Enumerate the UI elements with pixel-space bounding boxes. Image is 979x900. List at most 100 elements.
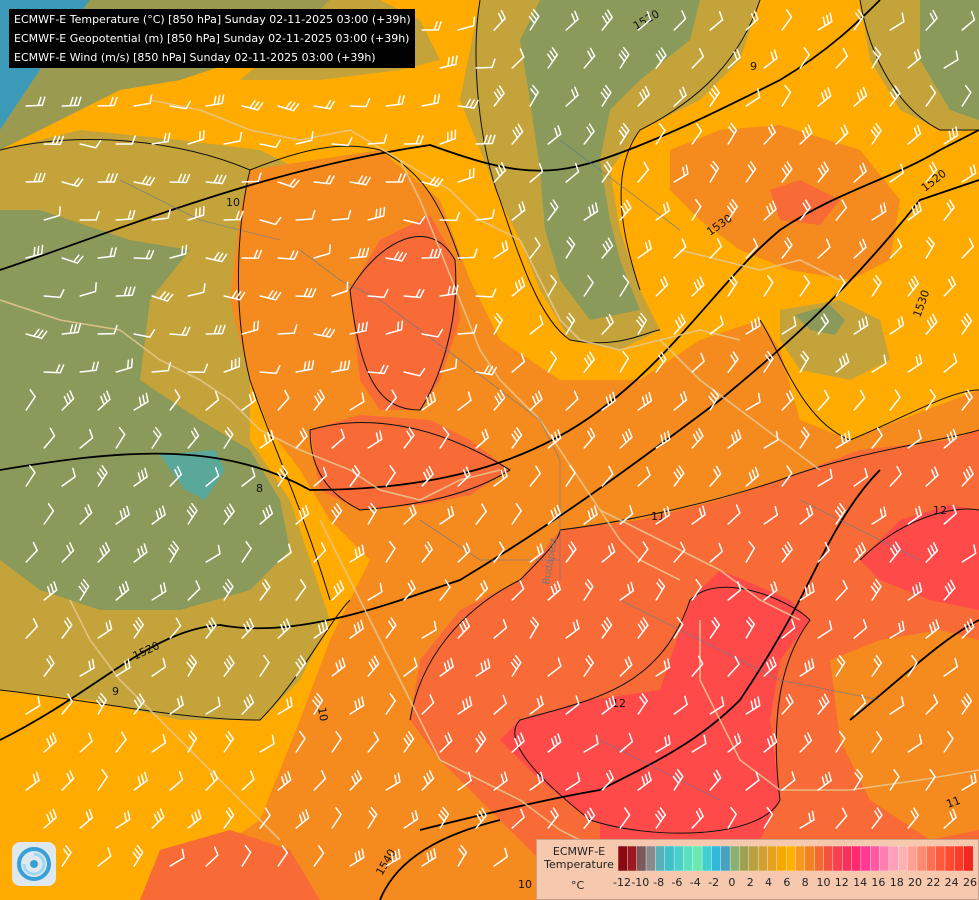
wind-barb [43,581,58,601]
wind-barb [673,541,686,563]
wind-barb [115,731,127,753]
wind-barb [763,806,774,829]
wind-barb [745,540,756,563]
legend-swatch [963,846,973,871]
wind-barb [223,426,234,449]
wind-barb [799,810,815,829]
wind-barb [313,845,325,867]
wind-barb [511,808,525,829]
wind-barb [367,288,389,299]
legend-tick-label: -12 [613,876,631,889]
wind-barb [349,175,372,186]
wind-barb [727,429,742,449]
wind-barb [61,177,84,187]
wind-barb [601,695,616,715]
contour-label: 10 [518,878,532,891]
red-orange-zone-central [350,215,460,410]
wind-barb [403,427,415,449]
wind-barb [853,542,867,563]
wind-barb [745,88,761,107]
wind-barb [97,173,118,183]
wind-barb [295,427,308,449]
wind-barb [295,287,317,298]
wind-barb [943,428,958,449]
wind-barb [421,541,433,563]
wind-barb [277,324,298,335]
legend-swatch [870,846,881,871]
wind-barb [870,122,882,145]
wind-barb [691,579,702,601]
wind-barb [529,84,540,107]
wind-barb [205,544,221,563]
wind-barb [727,351,739,373]
wind-barb [835,430,851,449]
wind-barb [547,429,562,449]
wind-barb [835,807,848,829]
wind-barb [223,807,235,829]
wind-barb [673,391,688,411]
wind-barb [132,844,144,867]
wind-barb [151,733,167,753]
wind-barb [871,731,883,753]
wind-barb [673,465,685,487]
wind-barb [97,324,118,335]
wind-barb [439,55,458,69]
wind-barb [493,847,508,867]
legend-tick-label: -4 [689,876,701,889]
wind-barb [565,236,576,259]
wind-barb [871,202,887,221]
wind-barb [583,123,595,145]
legend-tick-label: -10 [631,876,650,889]
wind-barb [834,502,846,525]
wind-barb [925,161,938,183]
wind-barb [853,162,867,183]
wind-barb [97,620,113,639]
teal-zone-west [160,450,225,500]
wind-barb [61,323,82,335]
wind-barb [115,505,130,525]
wind-barb [601,9,613,31]
wind-barb [187,363,209,373]
contour-label: 11 [651,510,665,523]
wind-barb [511,427,523,449]
wind-barb [672,768,684,791]
wind-barb [385,848,401,867]
wind-barb [817,12,833,31]
legend-swatch [851,846,862,871]
wind-barbs [25,8,977,867]
wind-barb [547,125,562,145]
wind-barb [439,732,453,753]
wind-barb [241,844,252,867]
wind-barb [943,275,957,297]
wind-barb [439,505,455,525]
wind-barb [817,161,830,183]
wind-barb [547,504,562,525]
wind-barb [96,692,108,715]
wind-barb [187,809,202,829]
wind-barb [439,129,457,145]
wind-barb [403,216,426,225]
wind-barb [799,732,813,753]
wind-barb [673,164,689,183]
wind-barb [97,96,118,107]
legend-swatch [832,846,843,871]
wind-barb [763,274,774,297]
geopotential-title: ECMWF-E Geopotential (m) [850 hPa] Sunda… [14,32,410,45]
wind-barb [475,503,487,525]
wind-barb [61,770,75,791]
wind-barb [313,770,327,791]
wind-barb [637,693,648,715]
legend-swatch [813,846,825,871]
wind-barb [367,502,378,525]
wind-barb [655,578,666,601]
wind-barb [781,465,793,487]
wind-barb [25,771,40,791]
wind-barb [961,84,972,107]
wind-barb [187,129,205,145]
wind-barb [277,771,292,791]
wind-barb [312,692,324,715]
wind-barb [168,540,180,563]
wind-barb [313,619,329,639]
wind-barb [871,46,882,69]
